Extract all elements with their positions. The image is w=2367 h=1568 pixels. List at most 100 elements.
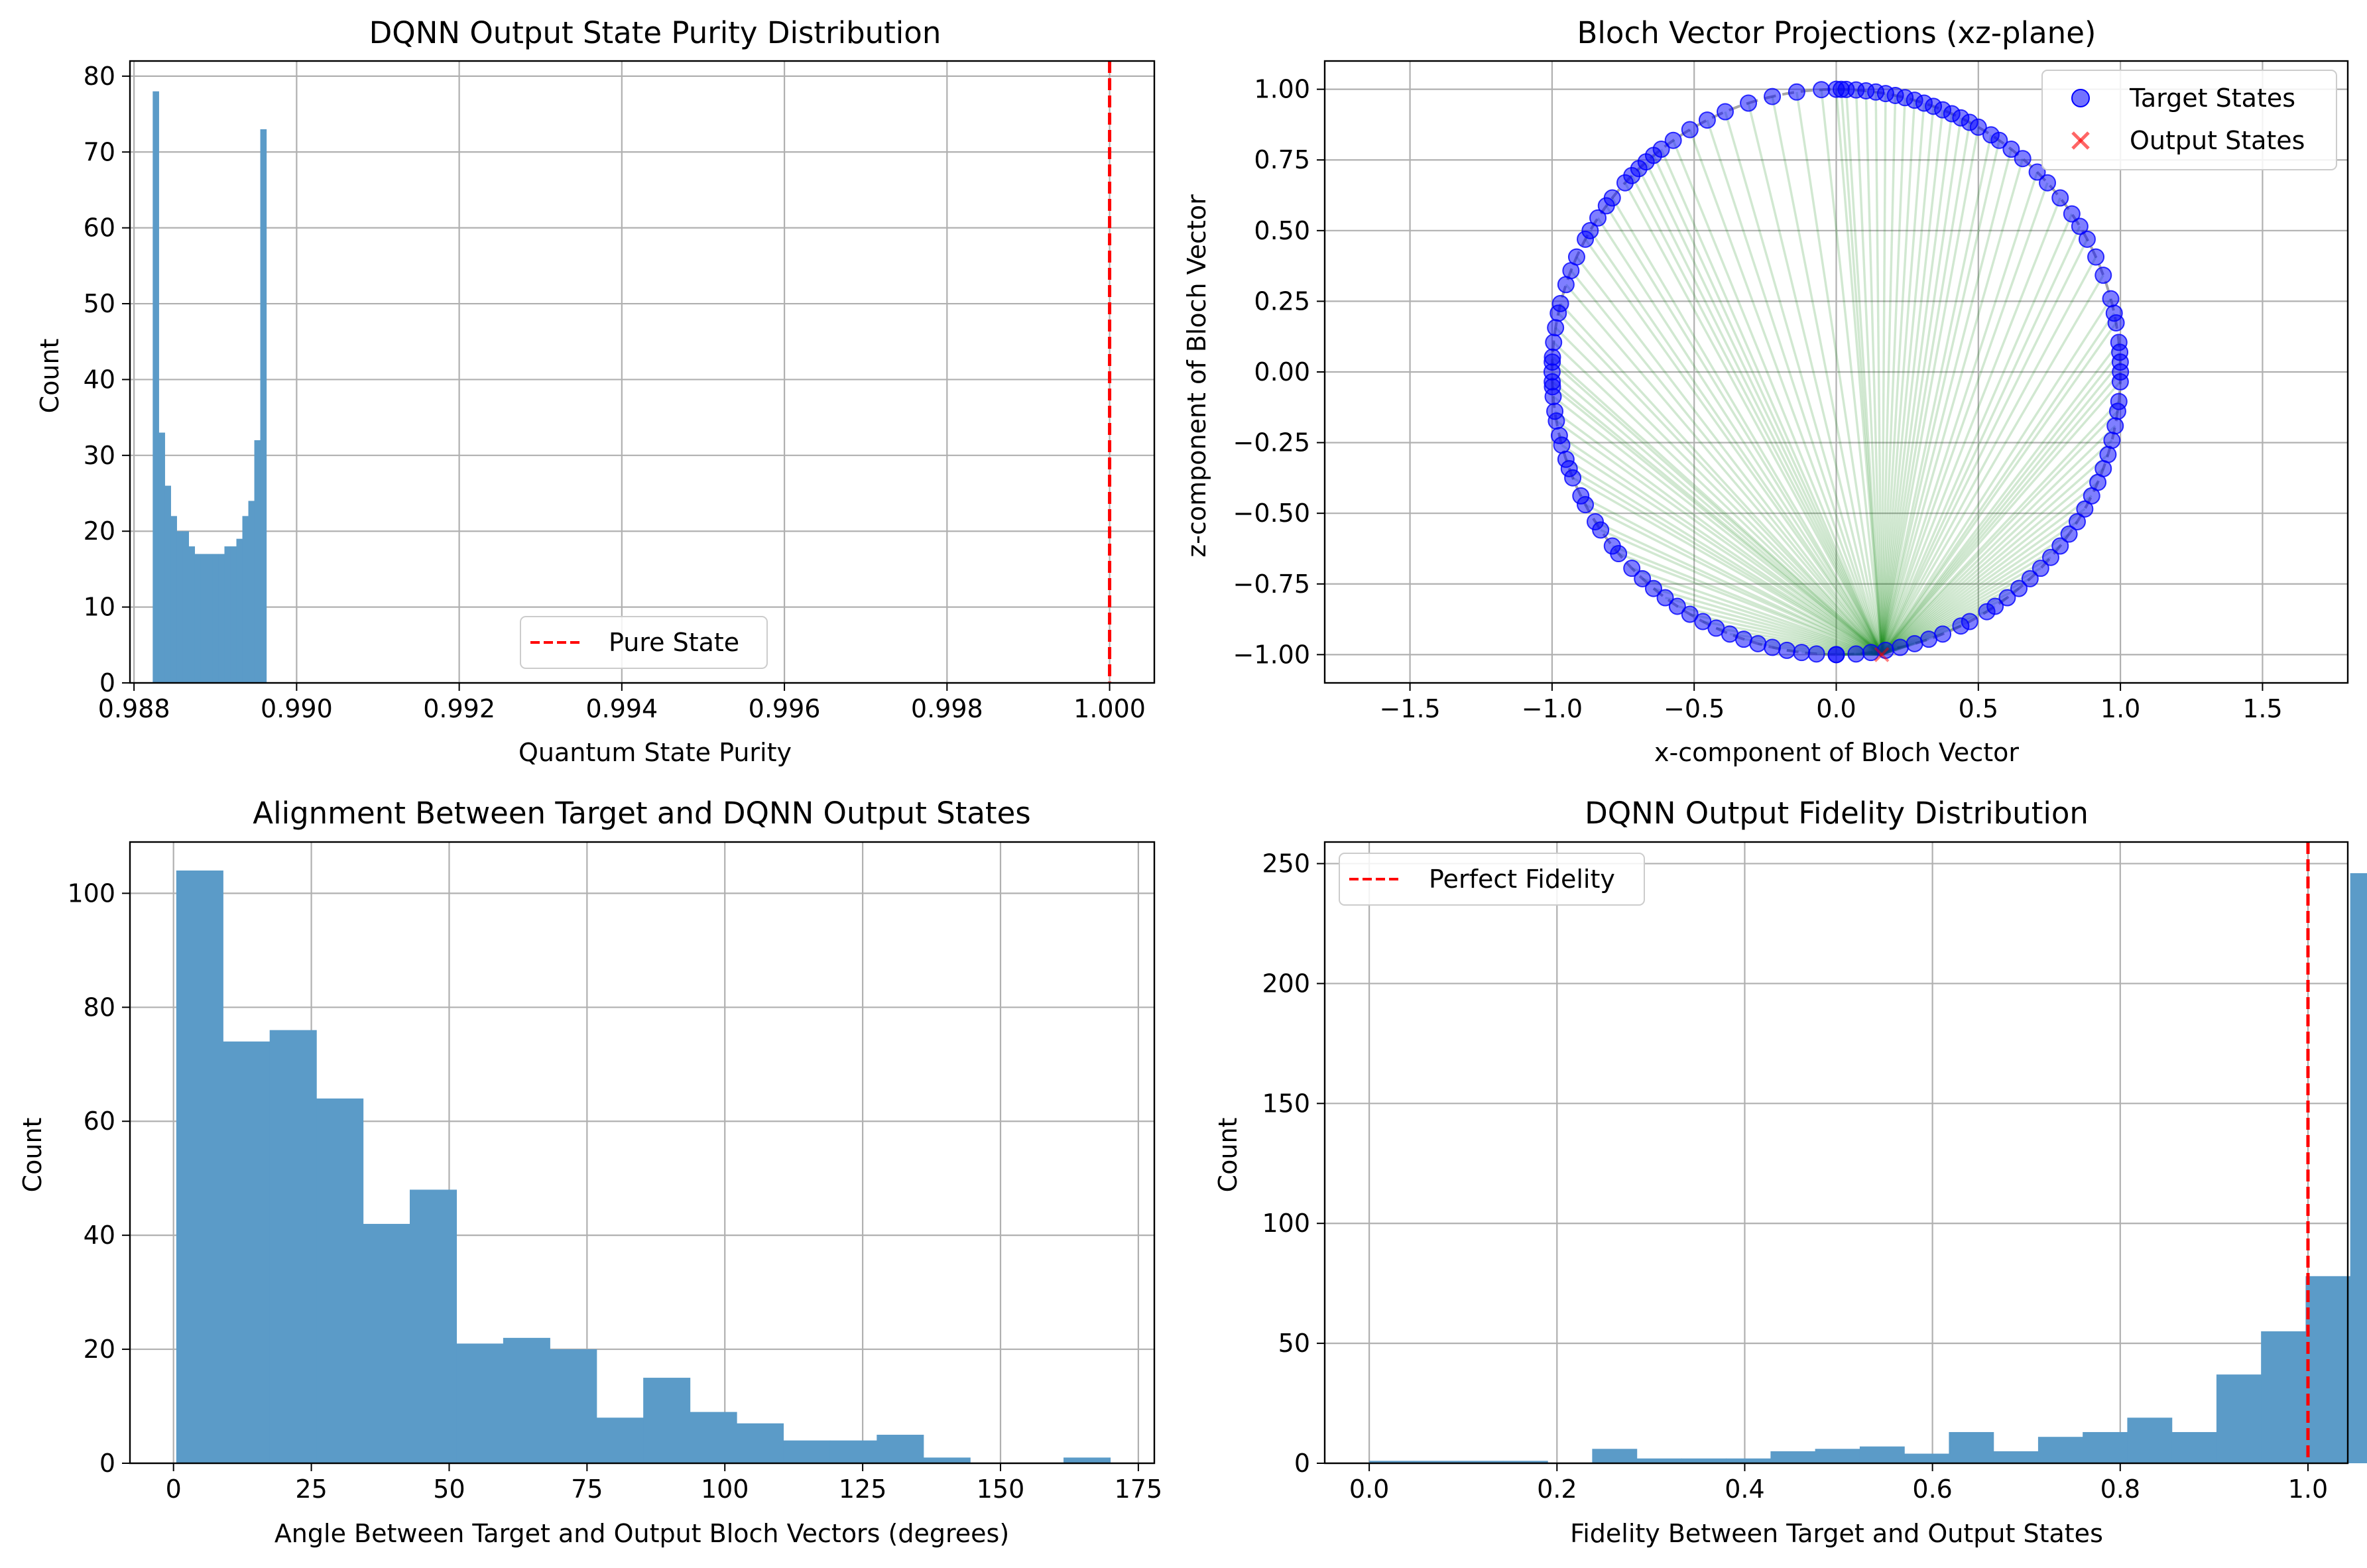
connector-line xyxy=(1595,520,1882,656)
histogram-bar xyxy=(170,516,177,683)
target-state-point xyxy=(1656,589,1674,607)
y-tick-label: 0 xyxy=(1294,1449,1310,1478)
connector-line xyxy=(1880,453,2109,656)
target-state-point xyxy=(1544,378,1561,396)
connector-line xyxy=(1624,182,1883,656)
connector-line xyxy=(1706,119,1883,655)
target-state-point xyxy=(1589,209,1607,227)
target-state-point xyxy=(1597,197,1615,215)
target-state-point xyxy=(2076,500,2094,518)
connector-line xyxy=(1880,158,2024,655)
histogram-bar xyxy=(212,554,219,683)
target-state-point xyxy=(1664,131,1682,149)
histogram-bar xyxy=(236,538,243,683)
legend: Perfect Fidelity xyxy=(1339,853,1645,906)
histogram-bar xyxy=(1681,1458,1727,1463)
connector-line xyxy=(1880,467,2104,656)
histogram-bar xyxy=(2350,873,2367,1463)
legend-box xyxy=(2041,70,2337,170)
x-tick-label: 25 xyxy=(295,1475,327,1504)
histogram-bar xyxy=(550,1349,597,1463)
histogram-bar xyxy=(1993,1451,2039,1463)
connector-line xyxy=(1845,89,1883,655)
histogram-bar xyxy=(164,485,171,683)
target-state-point xyxy=(1707,619,1725,637)
legend-box xyxy=(520,616,768,669)
target-state-point xyxy=(2041,548,2059,566)
connector-line xyxy=(1874,91,1883,655)
histogram-bar xyxy=(316,1098,364,1463)
connector-line xyxy=(1572,477,1882,656)
histogram-bar xyxy=(410,1189,457,1463)
connector-line xyxy=(1880,103,1925,655)
x-tick-label: 0.2 xyxy=(1537,1475,1577,1504)
y-tick-label: −1.00 xyxy=(1233,640,1310,669)
y-tick-label: 40 xyxy=(84,365,115,394)
target-state-point xyxy=(1793,644,1811,662)
y-tick-label: −0.75 xyxy=(1233,570,1310,599)
x-tick-label: 0.5 xyxy=(1959,694,1998,723)
histogram-bar xyxy=(1770,1451,1816,1463)
connector-line xyxy=(1840,89,1883,655)
x-tick-label: 150 xyxy=(977,1475,1025,1504)
connector-line xyxy=(1569,270,1883,656)
target-state-point xyxy=(2099,446,2117,463)
target-state-point xyxy=(1734,631,1752,648)
connector-line xyxy=(1880,381,2122,656)
connector-line xyxy=(1642,577,1882,656)
histogram-bar xyxy=(2127,1417,2173,1463)
target-state-point xyxy=(1827,646,1845,664)
connector-line xyxy=(1880,106,1935,655)
target-state-point xyxy=(1867,83,1885,101)
histogram-bar xyxy=(1063,1457,1111,1463)
target-state-point xyxy=(1577,496,1595,514)
target-state-point xyxy=(2111,343,2129,361)
histogram-bar xyxy=(2216,1374,2262,1463)
connector-line xyxy=(1880,322,2118,656)
target-state-point xyxy=(1891,638,1909,656)
connector-line xyxy=(1551,385,1883,656)
target-state-point xyxy=(2063,205,2081,223)
y-tick-label: 100 xyxy=(1262,1209,1310,1238)
histogram-bar xyxy=(2305,1276,2351,1463)
histogram-bar xyxy=(1502,1461,1548,1463)
target-state-point xyxy=(1634,570,1652,587)
x-tick-label: 100 xyxy=(701,1475,749,1504)
x-axis-label: Fidelity Between Target and Output State… xyxy=(1570,1519,2103,1548)
y-tick-label: 200 xyxy=(1262,969,1310,998)
histogram-bar xyxy=(596,1417,644,1463)
connector-line xyxy=(1880,256,2097,656)
connector-line xyxy=(1575,256,1883,656)
y-tick-label: 20 xyxy=(84,1335,115,1364)
legend: Target States Output States xyxy=(2041,70,2337,170)
target-state-point xyxy=(1610,545,1628,563)
histogram-bar xyxy=(923,1457,971,1463)
histogram-bar xyxy=(1369,1461,1414,1463)
histogram-bar xyxy=(218,554,225,683)
target-state-point xyxy=(2039,174,2057,192)
connector-line xyxy=(1653,587,1882,656)
target-state-point xyxy=(1982,126,2000,144)
connector-line xyxy=(1880,182,2049,655)
y-axis-label: Count xyxy=(1213,1118,1243,1193)
connector-line xyxy=(1589,229,1883,656)
histogram-bar xyxy=(456,1343,504,1463)
connector-line xyxy=(1565,458,1882,656)
x-tick-label: 1.0 xyxy=(2100,694,2140,723)
connector-line xyxy=(1880,113,1953,655)
connector-line xyxy=(1880,371,2122,656)
target-state-point xyxy=(1630,160,1648,178)
x-tick-label: 0.8 xyxy=(2100,1475,2140,1504)
target-state-point xyxy=(2060,525,2078,543)
target-state-point xyxy=(2106,417,2124,435)
target-state-point xyxy=(1813,81,1831,99)
x-tick-label: −1.0 xyxy=(1522,694,1583,723)
connector-line xyxy=(1880,361,2122,656)
y-axis-label: Count xyxy=(35,339,64,414)
connector-line xyxy=(1665,596,1882,656)
y-tick-label: 10 xyxy=(84,593,115,622)
target-state-point xyxy=(1832,80,1850,98)
connector-line xyxy=(1880,410,2119,656)
connector-line xyxy=(1880,213,2073,656)
y-tick-label: −0.50 xyxy=(1233,499,1310,528)
